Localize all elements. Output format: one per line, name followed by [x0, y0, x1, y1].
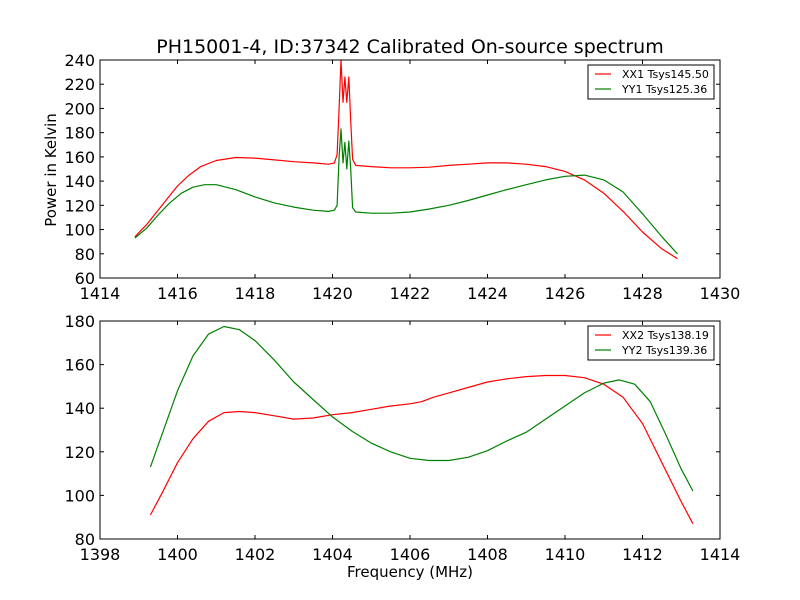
bottom-y-tick-label: 180: [64, 312, 95, 331]
bottom-legend-label-xx2: XX2 Tsys138.19: [622, 329, 709, 342]
top-subplot: PH15001-4, ID:37342 Calibrated On-source…: [42, 36, 740, 303]
bottom-series-line-yy: [149, 325, 694, 492]
top-axis-ticks: 1414 1416 1418 1420 1422 1424 1426 1428 1430 60 80…: [64, 51, 740, 303]
top-x-tick-label: 1428: [622, 284, 663, 303]
top-y-tick-label: 240: [64, 51, 95, 70]
top-y-tick-label: 180: [64, 124, 95, 143]
top-x-tick-label: 1416: [157, 284, 198, 303]
top-x-tick-label: 1418: [235, 284, 276, 303]
top-y-tick-label: 100: [64, 221, 95, 240]
bottom-x-axis-label: Frequency (MHz): [347, 563, 473, 581]
bottom-y-tick-label: 100: [64, 486, 95, 505]
bottom-x-tick-label: 1414: [700, 545, 741, 564]
top-plot-frame: [99, 59, 721, 279]
top-x-tick-label: 1420: [312, 284, 353, 303]
bottom-x-tick-label: 1404: [312, 545, 353, 564]
top-x-tick-label: 1424: [467, 284, 508, 303]
top-legend-label-xx1: XX1 Tsys145.50: [622, 68, 709, 81]
top-legend: XX1 Tsys145.50 YY1 Tsys125.36: [587, 64, 715, 100]
top-y-tick-label: 80: [75, 245, 95, 264]
top-legend-label-yy1: YY1 Tsys125.36: [621, 83, 707, 96]
bottom-legend-box: [587, 325, 715, 361]
top-y-tick-label: 220: [64, 75, 95, 94]
bottom-x-tick-label: 1402: [235, 545, 276, 564]
bottom-x-tick-label: 1408: [467, 545, 508, 564]
top-x-tick-label: 1426: [545, 284, 586, 303]
bottom-plot-frame: [99, 320, 721, 540]
top-chart-title: PH15001-4, ID:37342 Calibrated On-source…: [156, 36, 663, 58]
top-series-line-yy: [134, 128, 678, 255]
bottom-x-tick-label: 1412: [622, 545, 663, 564]
top-plot-series: [134, 59, 678, 260]
bottom-x-tick-label: 1410: [545, 545, 586, 564]
bottom-legend-label-yy2: YY2 Tsys139.36: [621, 344, 707, 357]
top-y-tick-label: 60: [75, 269, 95, 288]
bottom-x-tick-label: 1406: [390, 545, 431, 564]
bottom-y-tick-label: 160: [64, 356, 95, 375]
bottom-subplot: Frequency (MHz) 1398 1400 1402 1404 1406 1408…: [64, 312, 740, 581]
top-x-tick-label: 1422: [390, 284, 431, 303]
top-y-tick-label: 140: [64, 172, 95, 191]
bottom-y-tick-label: 120: [64, 443, 95, 462]
bottom-y-tick-label: 140: [64, 399, 95, 418]
top-series-line-xx: [134, 59, 678, 260]
bottom-x-tick-label: 1398: [80, 545, 121, 564]
bottom-axis-ticks: 1398 1400 1402 1404 1406 1408 1410 1412 1414 80 10…: [64, 312, 740, 564]
bottom-series-line-xx: [149, 374, 694, 524]
bottom-y-tick-label: 80: [75, 530, 95, 549]
top-y-axis-label: Power in Kelvin: [42, 113, 60, 227]
bottom-x-tick-label: 1400: [157, 545, 198, 564]
bottom-plot-series: [149, 325, 694, 524]
top-y-tick-label: 120: [64, 196, 95, 215]
top-x-tick-label: 1430: [700, 284, 741, 303]
bottom-legend: XX2 Tsys138.19 YY2 Tsys139.36: [587, 325, 715, 361]
top-x-tick-label: 1414: [80, 284, 121, 303]
top-y-tick-label: 200: [64, 99, 95, 118]
top-legend-box: [587, 64, 715, 100]
top-y-tick-label: 160: [64, 148, 95, 167]
